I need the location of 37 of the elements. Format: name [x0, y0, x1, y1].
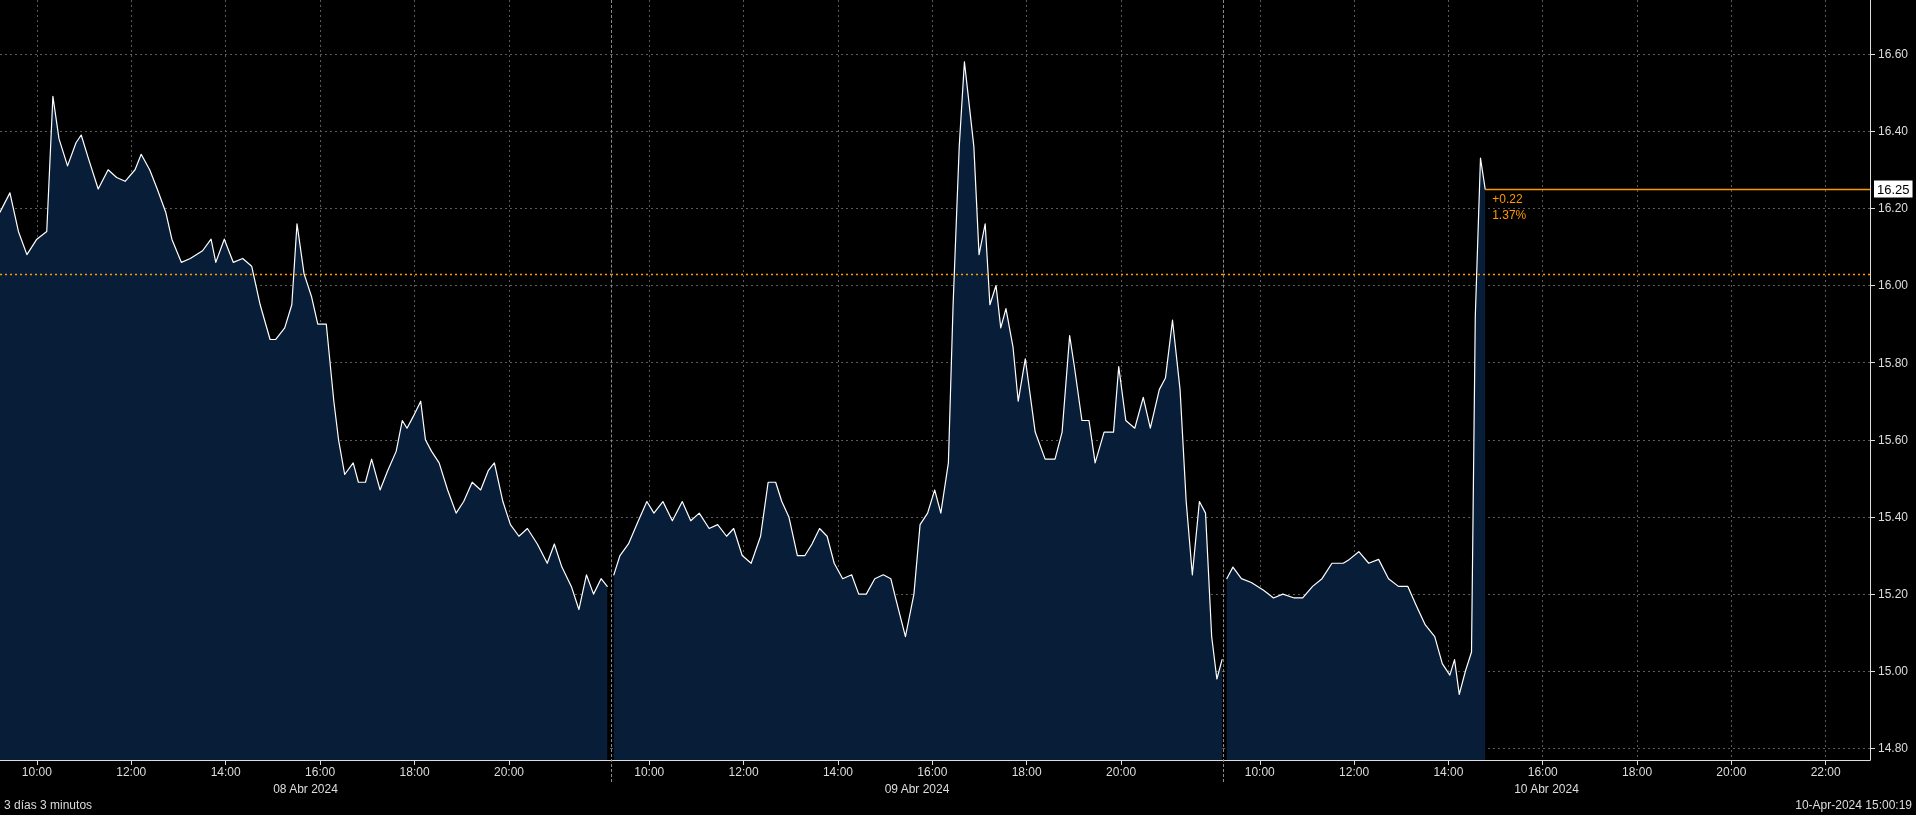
text: 10-Apr-2024 15:00:19 [1794, 798, 1912, 812]
x-tick-label: 14:00 [1432, 765, 1464, 779]
y-tick-label: 15.80 [1877, 355, 1908, 370]
ref-line-label: 16.25 [1876, 181, 1910, 197]
x-tick-label: 12:00 [116, 765, 147, 779]
y-tick-label: 15.20 [1877, 587, 1908, 602]
x-tick-label: 12:00 [728, 765, 759, 779]
y-tick-label: 16.00 [1877, 278, 1908, 293]
x-tick-label: 20:00 [493, 765, 525, 779]
x-tick-label: 16:00 [916, 765, 948, 779]
x-tick-label: 20:00 [1105, 765, 1136, 779]
x-tick-label: 14:00 [210, 765, 242, 779]
y-tick-label: 15.40 [1877, 509, 1908, 524]
x-tick-label: 10:00 [1244, 765, 1275, 779]
x-axis-title: 08 Abr 2024 [273, 782, 339, 796]
x-tick-label: 18:00 [399, 765, 430, 779]
x-tick-label: 12:00 [1338, 765, 1370, 779]
y-tick-label: 14.80 [1877, 741, 1908, 756]
y-tick-label: 16.40 [1877, 124, 1908, 139]
x-axis-title: 10 Abr 2024 [1513, 782, 1579, 796]
x-tick-label: 18:00 [1621, 765, 1652, 779]
y-tick-label: 15.00 [1877, 664, 1908, 679]
x-tick-label: 18:00 [1011, 765, 1042, 779]
x-tick-label: 10:00 [633, 765, 665, 779]
x-axis-title: 09 Abr 2024 [884, 782, 950, 796]
x-tick-label: 10:00 [21, 765, 53, 779]
x-tick-label: 22:00 [1810, 765, 1841, 779]
y-tick-label: 16.20 [1877, 201, 1908, 216]
annotation: +0.22 [1491, 192, 1523, 207]
x-tick-label: 20:00 [1715, 765, 1747, 779]
text: 3 días 3 minutos [4, 798, 93, 812]
x-tick-label: 16:00 [1527, 765, 1558, 779]
x-tick-label: 14:00 [822, 765, 853, 779]
y-tick-label: 15.60 [1877, 432, 1908, 447]
x-tick-label: 16:00 [305, 765, 336, 779]
y-tick-label: 16.60 [1877, 47, 1908, 62]
annotation: 1.37% [1491, 208, 1527, 223]
